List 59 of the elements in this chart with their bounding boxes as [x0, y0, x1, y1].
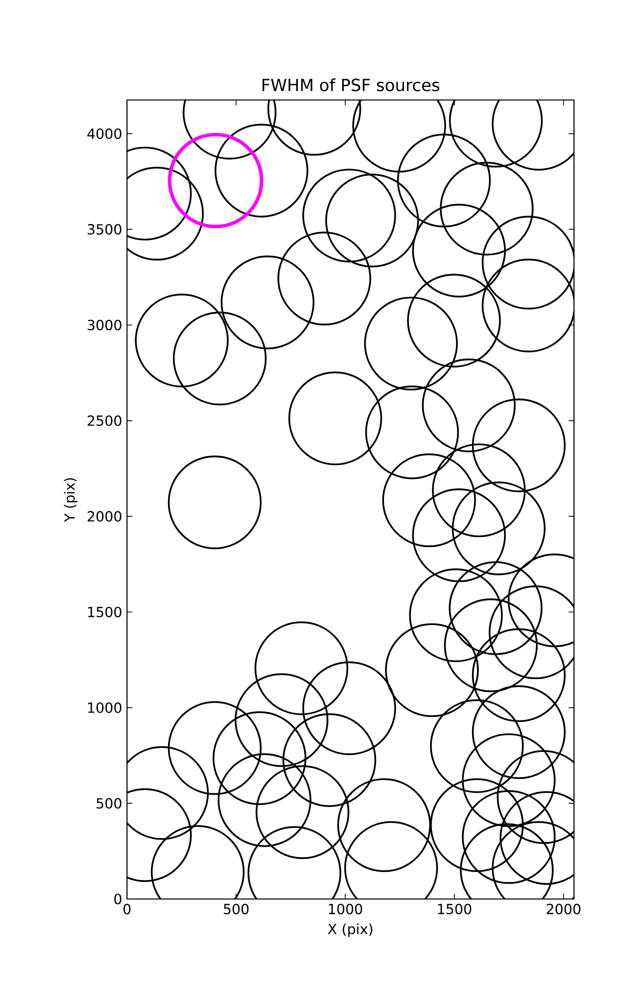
point	[482, 216, 574, 310]
point	[168, 455, 262, 550]
point	[430, 778, 524, 872]
point	[385, 623, 479, 718]
point	[220, 256, 314, 350]
point	[448, 561, 543, 656]
point	[409, 568, 503, 662]
y-tick-label: 3500	[88, 224, 122, 235]
point	[325, 174, 419, 268]
x-tick-label: 1500	[438, 904, 472, 914]
point	[256, 765, 350, 860]
point	[218, 753, 312, 847]
y-tick-label: 1500	[88, 606, 122, 618]
point	[302, 661, 396, 756]
point	[440, 162, 534, 256]
y-tick-label: 4000	[87, 128, 122, 139]
point	[462, 790, 556, 884]
point	[430, 699, 524, 793]
chart-title: FWHM of PSF sources	[262, 78, 440, 92]
point	[337, 778, 431, 872]
y-tick-label: 2000	[88, 511, 122, 522]
point	[432, 443, 526, 538]
y-tick-label: 3000	[88, 320, 122, 330]
point	[277, 232, 372, 326]
point	[365, 385, 459, 480]
x-tick-label: 1000	[328, 904, 362, 914]
point	[472, 685, 566, 780]
x-axis-title: X (pix)	[328, 923, 372, 937]
point	[444, 598, 538, 692]
point	[168, 132, 264, 228]
point	[172, 312, 267, 406]
x-tick-label: 0	[123, 904, 131, 914]
point	[364, 296, 458, 390]
point	[282, 713, 376, 807]
point	[302, 168, 396, 262]
point	[422, 358, 516, 452]
point	[452, 482, 546, 576]
x-tick-label: 2000	[546, 904, 580, 914]
y-axis-title: Y (pix)	[64, 478, 78, 522]
point	[254, 621, 348, 716]
point	[234, 673, 328, 767]
y-tick-label: 0	[114, 894, 122, 904]
point	[472, 398, 566, 492]
point	[168, 701, 262, 795]
point	[288, 372, 382, 466]
point	[472, 628, 566, 722]
point	[212, 711, 306, 806]
y-tick-label: 2500	[88, 415, 122, 426]
point	[482, 258, 574, 352]
point	[412, 204, 506, 298]
point	[134, 294, 229, 388]
point	[407, 274, 501, 368]
point	[462, 733, 556, 828]
y-tick-label: 500	[96, 798, 122, 809]
point	[382, 453, 476, 548]
y-tick-label: 1000	[88, 702, 122, 713]
point	[397, 134, 491, 228]
point	[412, 488, 506, 582]
x-tick-label: 500	[224, 904, 249, 914]
